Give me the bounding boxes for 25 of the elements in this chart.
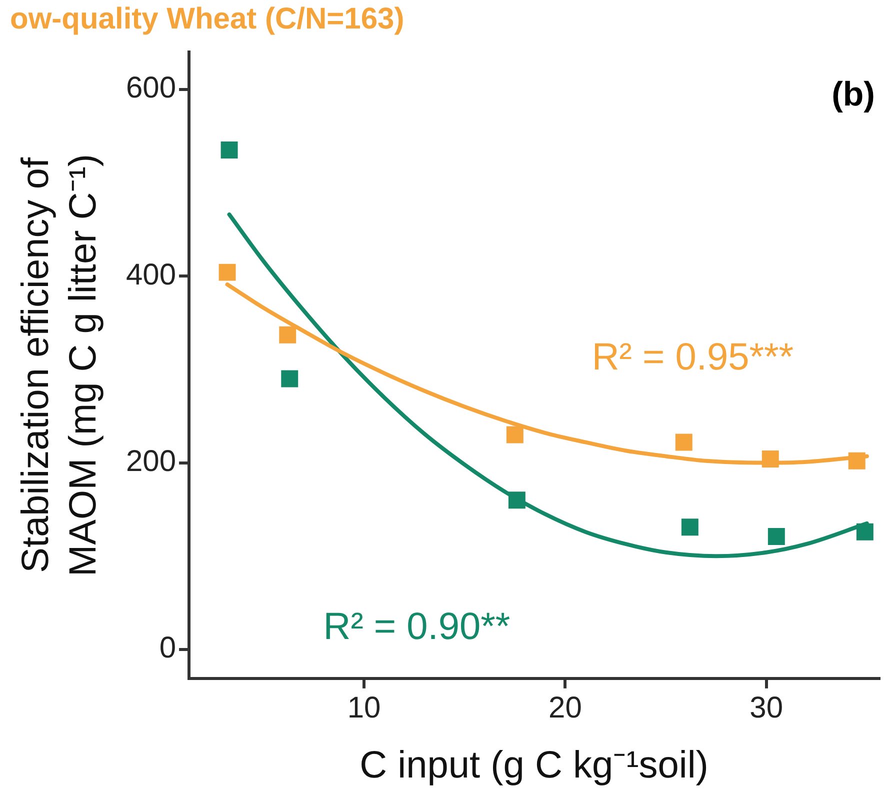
chart-title: ow-quality Wheat (C/N=163) xyxy=(10,2,404,36)
point xyxy=(218,264,236,281)
point xyxy=(281,370,298,388)
point xyxy=(768,528,785,545)
point xyxy=(279,326,296,344)
point xyxy=(508,492,526,509)
point xyxy=(848,452,866,470)
x-axis-title: C input (g C kg⁻¹soil) xyxy=(360,744,708,787)
point xyxy=(681,518,698,536)
y-axis-title: Stabilization efficiency of MAOM (mg C g litter C⁻¹) xyxy=(15,154,105,576)
y-tick-label: 0 xyxy=(159,632,176,665)
x-tick-label: 20 xyxy=(548,692,582,725)
point xyxy=(506,426,524,444)
y-tick-label: 600 xyxy=(126,72,176,105)
x-tick-label: 30 xyxy=(750,692,784,725)
x-tick-label: 10 xyxy=(347,692,381,725)
point xyxy=(675,434,692,451)
y-tick-label: 400 xyxy=(126,258,176,292)
point xyxy=(220,142,238,159)
annotation: R² = 0.90** xyxy=(323,606,510,648)
point xyxy=(762,450,779,468)
y-tick-label: 200 xyxy=(126,445,176,478)
annotation: R² = 0.95*** xyxy=(592,336,794,378)
annotation: (b) xyxy=(832,75,875,114)
point xyxy=(856,523,874,540)
